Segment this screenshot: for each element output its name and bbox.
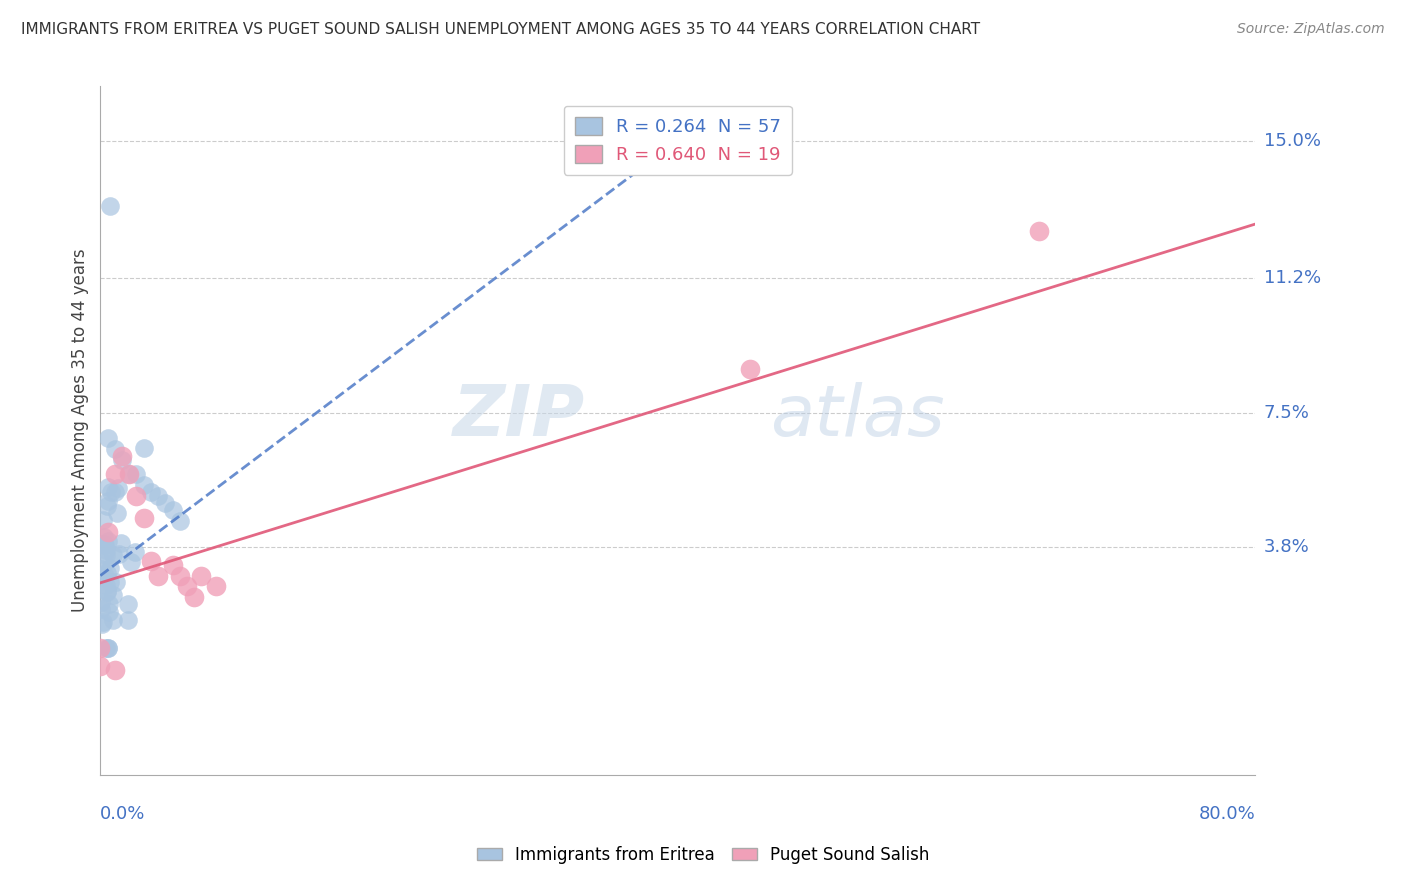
Point [1028, 224, 1050, 238]
Point [97, 525, 120, 540]
Point [117, 597, 139, 611]
Point [97, 598, 120, 612]
Legend: R = 0.264  N = 57, R = 0.640  N = 19: R = 0.264 N = 57, R = 0.640 N = 19 [564, 106, 792, 175]
Point [93, 538, 115, 552]
Point [101, 588, 124, 602]
Point [139, 554, 162, 568]
Point [108, 547, 131, 561]
Point [94, 641, 117, 656]
Text: 80.0%: 80.0% [1198, 805, 1256, 823]
Point [103, 548, 125, 562]
Point [97, 480, 120, 494]
Point [146, 568, 169, 582]
Point [93, 530, 115, 544]
Point [155, 496, 177, 510]
Point [94, 543, 117, 558]
Point [111, 452, 134, 467]
Point [132, 510, 155, 524]
Point [90, 562, 112, 576]
Point [96, 499, 118, 513]
Point [134, 442, 156, 456]
Point [93, 537, 115, 551]
Point [162, 558, 184, 572]
Point [104, 467, 127, 482]
Point [104, 442, 127, 456]
Text: 0.0%: 0.0% [100, 805, 146, 823]
Legend: Immigrants from Eritrea, Puget Sound Salish: Immigrants from Eritrea, Puget Sound Sal… [470, 839, 936, 871]
Point [183, 591, 205, 605]
Point [169, 514, 191, 528]
Point [89, 659, 111, 673]
Point [205, 579, 228, 593]
Point [107, 481, 129, 495]
Point [93, 615, 115, 629]
Point [105, 506, 128, 520]
Point [97, 641, 120, 656]
Point [738, 362, 761, 376]
Y-axis label: Unemployment Among Ages 35 to 44 years: Unemployment Among Ages 35 to 44 years [72, 249, 89, 613]
Point [96, 585, 118, 599]
Text: 15.0%: 15.0% [1264, 132, 1320, 150]
Point [97, 533, 120, 548]
Point [110, 536, 132, 550]
Point [89, 641, 111, 656]
Point [94, 568, 117, 582]
Point [125, 467, 148, 482]
Text: 7.5%: 7.5% [1264, 403, 1309, 422]
Point [90, 538, 112, 552]
Point [162, 503, 184, 517]
Point [124, 545, 146, 559]
Point [120, 555, 142, 569]
Point [101, 613, 124, 627]
Text: IMMIGRANTS FROM ERITREA VS PUGET SOUND SALISH UNEMPLOYMENT AMONG AGES 35 TO 44 Y: IMMIGRANTS FROM ERITREA VS PUGET SOUND S… [21, 22, 980, 37]
Point [90, 601, 112, 615]
Point [125, 489, 148, 503]
Text: atlas: atlas [770, 383, 945, 451]
Point [105, 574, 128, 589]
Point [94, 548, 117, 562]
Point [117, 613, 139, 627]
Point [94, 578, 117, 592]
Point [146, 489, 169, 503]
Point [96, 583, 118, 598]
Text: 11.2%: 11.2% [1264, 269, 1320, 287]
Point [98, 605, 121, 619]
Point [91, 617, 114, 632]
Point [176, 579, 198, 593]
Text: 3.8%: 3.8% [1264, 538, 1309, 556]
Point [190, 568, 212, 582]
Point [91, 536, 114, 550]
Text: ZIP: ZIP [453, 383, 585, 451]
Point [104, 485, 127, 500]
Point [100, 199, 122, 213]
Point [97, 494, 120, 508]
Point [104, 663, 127, 677]
Point [98, 561, 121, 575]
Point [91, 512, 114, 526]
Point [132, 478, 155, 492]
Point [93, 556, 115, 570]
Text: Source: ZipAtlas.com: Source: ZipAtlas.com [1237, 22, 1385, 37]
Point [90, 595, 112, 609]
Point [97, 431, 120, 445]
Point [98, 575, 121, 590]
Point [100, 485, 122, 500]
Point [96, 566, 118, 580]
Point [139, 485, 162, 500]
Point [111, 449, 134, 463]
Point [97, 641, 120, 656]
Point [118, 467, 141, 482]
Point [169, 568, 191, 582]
Point [118, 467, 141, 482]
